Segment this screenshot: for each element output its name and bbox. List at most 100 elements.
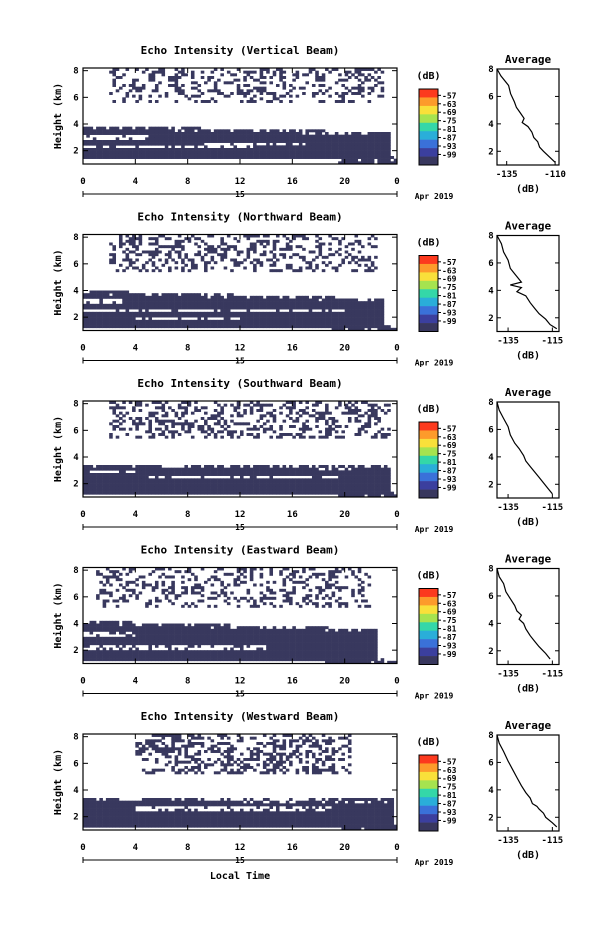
- profile-title: Average: [505, 220, 552, 233]
- heatmap-cell: [109, 467, 113, 471]
- heatmap-cell: [253, 311, 257, 315]
- heatmap-cell: [190, 301, 195, 305]
- heatmap-cell: [302, 150, 306, 154]
- heatmap-cell: [83, 636, 87, 640]
- heatmap-cell: [138, 156, 143, 159]
- heatmap-cell: [181, 134, 185, 138]
- heatmap-cell: [380, 306, 385, 310]
- heatmap-cell: [220, 153, 224, 157]
- heatmap-cell: [112, 489, 117, 492]
- colorbar-swatch: [419, 263, 438, 273]
- colorbar-swatch: [419, 455, 438, 465]
- heatmap-cell: [236, 137, 241, 141]
- heatmap-cell: [109, 132, 113, 135]
- heatmap-cell: [253, 153, 257, 157]
- heatmap-cell: [158, 427, 162, 431]
- heatmap-cell: [115, 132, 120, 135]
- heatmap-cell: [213, 247, 218, 251]
- heatmap-cell: [190, 311, 195, 315]
- heatmap-cell: [210, 153, 215, 157]
- heatmap-cell: [138, 234, 143, 238]
- heatmap-cell: [256, 134, 260, 138]
- heatmap-cell: [177, 298, 182, 302]
- heatmap-cell: [138, 628, 143, 632]
- heatmap-cell: [200, 658, 205, 662]
- heatmap-cell: [164, 419, 169, 423]
- heatmap-cell: [145, 465, 149, 468]
- heatmap-cell: [292, 314, 296, 318]
- heatmap-cell: [145, 150, 149, 154]
- heatmap-cell: [223, 129, 228, 133]
- heatmap-cell: [96, 129, 100, 133]
- heatmap-cell: [374, 483, 378, 487]
- heatmap-cell: [135, 303, 139, 307]
- heatmap-cell: [118, 245, 123, 249]
- heatmap-cell: [226, 137, 231, 141]
- heatmap-cell: [200, 650, 205, 654]
- heatmap-cell: [181, 142, 185, 146]
- heatmap-cell: [334, 483, 339, 487]
- heatmap-cell: [361, 161, 365, 165]
- heatmap-cell: [115, 68, 120, 71]
- heatmap-cell: [161, 572, 166, 576]
- heatmap-cell: [289, 411, 293, 415]
- heatmap-cell: [308, 129, 313, 133]
- heatmap-cell: [220, 319, 224, 323]
- heatmap-cell: [387, 481, 391, 484]
- heatmap-cell: [308, 483, 313, 487]
- heatmap-cell: [174, 76, 179, 79]
- heatmap-cell: [331, 489, 336, 492]
- heatmap-cell: [347, 158, 352, 162]
- heatmap-cell: [364, 322, 368, 326]
- heatmap-cell: [311, 84, 316, 87]
- heatmap-title: Echo Intensity (Southward Beam): [137, 377, 342, 390]
- heatmap-cell: [370, 409, 375, 412]
- heatmap-cell: [135, 145, 139, 149]
- heatmap-cell: [164, 626, 169, 630]
- heatmap-cell: [187, 631, 192, 635]
- heatmap-cell: [344, 73, 349, 77]
- colorbar-tick-label: -81: [442, 292, 457, 301]
- heatmap-cell: [243, 153, 247, 157]
- heatmap-cell: [125, 126, 130, 130]
- heatmap-cell: [380, 491, 385, 495]
- heatmap-cell: [190, 140, 195, 143]
- heatmap-cell: [230, 293, 234, 297]
- heatmap-cell: [141, 626, 146, 630]
- heatmap-cell: [230, 156, 234, 159]
- heatmap-cell: [194, 623, 198, 627]
- heatmap-cell: [125, 266, 130, 270]
- heatmap-cell: [328, 94, 332, 98]
- heatmap-cell: [315, 314, 319, 318]
- heatmap-cell: [262, 298, 267, 302]
- heatmap-cell: [168, 311, 172, 315]
- heatmap-cell: [161, 634, 166, 638]
- heatmap-cell: [305, 140, 309, 143]
- heatmap-cell: [204, 422, 208, 426]
- heatmap-cell: [96, 626, 100, 630]
- heatmap-cell: [109, 652, 113, 656]
- heatmap-cell: [377, 301, 381, 305]
- heatmap-cell: [220, 92, 224, 95]
- heatmap-cell: [305, 325, 309, 329]
- heatmap-cell: [89, 481, 94, 484]
- heatmap-cell: [377, 140, 381, 143]
- heatmap-cell: [259, 483, 264, 487]
- heatmap-cell: [367, 306, 372, 310]
- heatmap-cell: [161, 623, 166, 627]
- heatmap-cell: [96, 647, 100, 651]
- heatmap-cell: [151, 263, 156, 267]
- heatmap-cell: [351, 301, 355, 305]
- heatmap-cell: [341, 430, 345, 434]
- heatmap-cell: [89, 642, 94, 646]
- heatmap-cell: [347, 322, 352, 326]
- heatmap-cell: [240, 483, 244, 487]
- heatmap-cell: [204, 247, 208, 251]
- heatmap-cell: [141, 156, 146, 159]
- heatmap-cell: [285, 406, 290, 410]
- heatmap-cell: [187, 129, 192, 133]
- heatmap-cell: [154, 150, 159, 154]
- heatmap-cell: [99, 465, 103, 468]
- heatmap-cell: [118, 295, 123, 299]
- heatmap-cell: [262, 153, 267, 157]
